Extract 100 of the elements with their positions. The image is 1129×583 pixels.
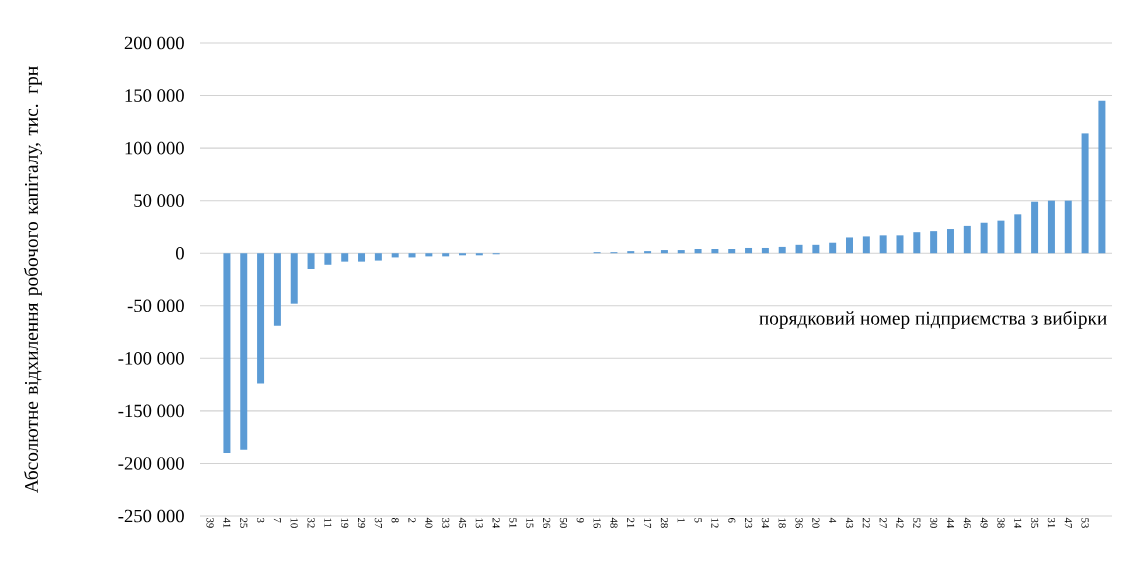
x-tick-label: 44 <box>946 517 954 529</box>
bar <box>711 249 719 254</box>
bar <box>627 251 635 254</box>
x-tick-label: 19 <box>341 518 349 528</box>
x-tick-label: 50 <box>559 518 568 528</box>
bar <box>660 250 668 254</box>
x-tick-label: 30 <box>930 518 938 528</box>
bar <box>829 242 837 254</box>
x-tick-label: 16 <box>593 518 601 528</box>
bar <box>240 253 248 450</box>
bar <box>307 253 315 269</box>
bar <box>458 253 466 256</box>
x-tick-label: 48 <box>610 517 618 528</box>
bar <box>374 253 382 261</box>
y-tick-label: 150 000 <box>125 89 184 102</box>
bar <box>425 253 433 257</box>
bar <box>1014 214 1022 254</box>
bar <box>677 250 685 254</box>
bar <box>761 247 769 254</box>
x-tick-label: 3 <box>256 518 265 523</box>
x-tick-label: 12 <box>711 518 719 528</box>
bar <box>1098 100 1106 254</box>
bar <box>879 235 887 254</box>
bar <box>223 253 231 453</box>
y-axis-title: Абсолютне відхилення робочого капіталу, тис. грн <box>23 66 42 494</box>
bar <box>694 249 702 254</box>
x-tick-label: 28 <box>660 518 669 528</box>
x-tick-label: 15 <box>526 518 534 528</box>
y-tick-label: -200 000 <box>118 457 184 470</box>
x-tick-label: 42 <box>896 517 904 528</box>
x-tick-label: 26 <box>543 518 551 528</box>
x-tick-label: 51 <box>509 518 517 528</box>
bar <box>997 220 1005 254</box>
x-tick-label: 29 <box>357 518 366 528</box>
bar <box>862 236 870 254</box>
x-tick-label: 49 <box>980 517 988 528</box>
bar <box>745 247 753 254</box>
x-tick-label: 52 <box>913 518 921 528</box>
x-tick-label: 47 <box>1064 517 1072 528</box>
x-tick-label: 8 <box>391 518 399 523</box>
x-axis-title: порядковий номер підприємства з вибірки <box>759 310 1107 329</box>
x-tick-label: 9 <box>576 517 584 523</box>
bar <box>1031 201 1039 254</box>
bar <box>1047 200 1055 254</box>
bar <box>290 253 298 304</box>
x-tick-label: 39 <box>206 518 214 528</box>
x-tick-label: 40 <box>425 517 433 528</box>
x-tick-label: 17 <box>644 518 652 528</box>
x-tick-label: 5 <box>694 518 702 523</box>
x-tick-label: 32 <box>307 518 315 528</box>
x-tick-label: 27 <box>879 518 887 528</box>
x-tick-label: 33 <box>442 518 450 528</box>
y-tick-label: 200 000 <box>124 36 184 50</box>
x-tick-label: 53 <box>1081 518 1089 528</box>
x-tick-label: 21 <box>627 518 635 528</box>
x-tick-label: 41 <box>223 517 231 528</box>
bar <box>913 232 921 254</box>
bar <box>1081 133 1089 254</box>
x-tick-label: 31 <box>1047 518 1056 528</box>
x-tick-label: 34 <box>761 518 769 529</box>
x-tick-label: 14 <box>1014 518 1022 529</box>
bar <box>257 253 265 384</box>
bar <box>963 225 971 254</box>
bar <box>341 253 349 262</box>
y-tick-label: -250 000 <box>118 509 184 523</box>
bar <box>273 253 281 326</box>
x-tick-label: 36 <box>795 518 803 528</box>
y-tick-label: 0 <box>176 246 184 260</box>
bar <box>795 244 803 254</box>
bar <box>475 253 483 256</box>
bar <box>930 231 938 254</box>
y-tick-label: 100 000 <box>125 141 184 155</box>
y-tick-label: -150 000 <box>118 404 184 418</box>
bar <box>778 246 786 254</box>
x-tick-label: 11 <box>324 518 332 528</box>
y-tick-label: -50 000 <box>127 299 184 313</box>
x-tick-label: 23 <box>744 518 753 528</box>
x-tick-label: 25 <box>240 518 248 528</box>
x-tick-label: 1 <box>677 518 685 523</box>
x-tick-label: 20 <box>812 518 820 528</box>
x-tick-label: 10 <box>290 518 298 528</box>
bar <box>644 251 652 254</box>
x-tick-label: 7 <box>273 518 281 523</box>
x-tick-label: 18 <box>778 518 786 528</box>
bar <box>946 229 954 254</box>
x-tick-label: 4 <box>829 517 837 523</box>
bar <box>324 253 332 265</box>
y-tick-label: 50 000 <box>134 194 184 207</box>
bar <box>896 235 904 254</box>
bar <box>1064 200 1072 254</box>
bar <box>408 253 416 258</box>
x-tick-label: 43 <box>845 517 854 528</box>
bar <box>442 253 450 257</box>
x-tick-label: 35 <box>1031 518 1039 528</box>
bar <box>846 237 854 254</box>
x-tick-label: 46 <box>963 517 971 528</box>
x-tick-label: 45 <box>458 517 467 528</box>
x-tick-label: 37 <box>374 518 382 528</box>
x-tick-label: 38 <box>997 518 1005 528</box>
x-tick-label: 22 <box>862 518 870 528</box>
